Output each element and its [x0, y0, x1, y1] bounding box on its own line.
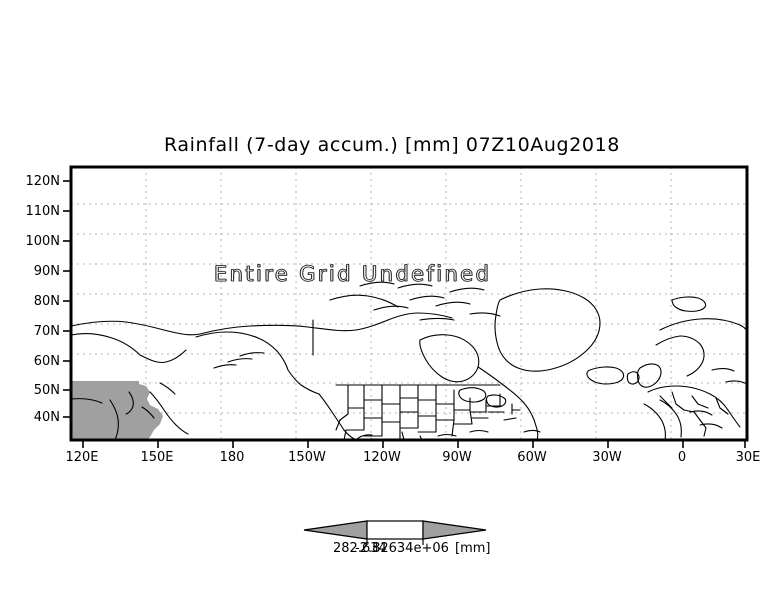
- shaded-region: [71, 381, 163, 440]
- x-tick-label-30W: 30W: [592, 450, 622, 465]
- colorbar[interactable]: [303, 520, 487, 545]
- y-tick-label-80N: 80N: [33, 294, 60, 309]
- x-tick-label-150W: 150W: [288, 450, 326, 465]
- x-tick-label-90W: 90W: [442, 450, 472, 465]
- colorbar-units-label: [mm]: [455, 541, 491, 556]
- colorbar-right-arrow: [422, 520, 487, 540]
- y-tick-label-100N: 100N: [25, 234, 60, 249]
- x-tick-label-0: 0: [677, 450, 687, 465]
- colorbar-high-label: -2.82634e+06: [355, 541, 449, 556]
- y-tick-label-110N: 110N: [25, 204, 60, 219]
- colorbar-low-label: 282.634: [333, 541, 387, 556]
- x-tick-label-120W: 120W: [363, 450, 401, 465]
- plot-background: [71, 167, 747, 440]
- page-title: Rainfall (7-day accum.) [mm] 07Z10Aug201…: [164, 134, 620, 156]
- y-tick-label-70N: 70N: [33, 324, 60, 339]
- y-tick-label-90N: 90N: [33, 264, 60, 279]
- colorbar-box: [366, 520, 424, 540]
- x-tick-label-60W: 60W: [517, 450, 547, 465]
- plot-frame: [69, 165, 749, 442]
- y-tick-label-60N: 60N: [33, 354, 60, 369]
- y-tick-label-50N: 50N: [33, 383, 60, 398]
- coastlines: [71, 281, 747, 440]
- y-tick-label-40N: 40N: [33, 410, 60, 425]
- colorbar-left-arrow: [303, 520, 368, 540]
- x-tick-label-120E: 120E: [65, 450, 99, 465]
- gridlines: [71, 167, 747, 440]
- y-tick-label-120N: 120N: [25, 174, 60, 189]
- x-tick-label-30E: 30E: [735, 450, 761, 465]
- x-tick-label-150E: 150E: [140, 450, 174, 465]
- x-tick-label-180: 180: [219, 450, 245, 465]
